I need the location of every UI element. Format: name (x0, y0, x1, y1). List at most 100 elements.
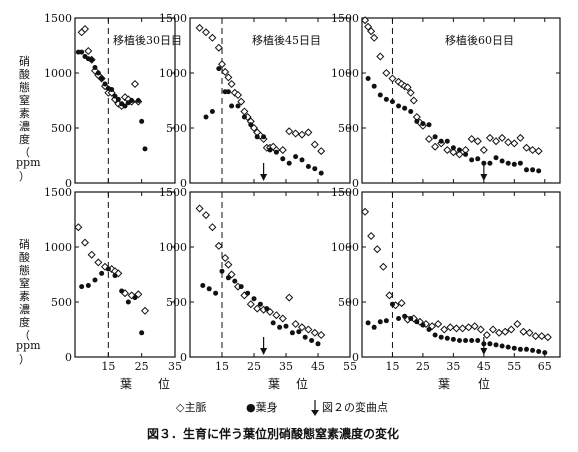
data-point-midrib (488, 325, 497, 334)
x-axis-label-char-2: 位 (158, 376, 170, 391)
data-point-blade (132, 295, 138, 301)
y-axis-label-char: 度 (19, 315, 30, 329)
y-axis-label-char: （ (19, 146, 30, 159)
data-point-blade (261, 134, 267, 140)
data-point-blade (365, 320, 371, 326)
plot-frame (74, 191, 176, 358)
data-point-midrib (127, 291, 136, 300)
inflection-arrow-head (480, 174, 488, 181)
data-point-blade (99, 76, 105, 81)
data-point-midrib (361, 207, 370, 216)
y-tick-label: 0 (352, 177, 359, 190)
data-point-blade (408, 316, 414, 321)
data-point-blade (517, 160, 523, 166)
data-point-midrib (201, 211, 211, 220)
data-point-blade (318, 170, 324, 176)
data-point-midrib (224, 260, 233, 269)
panel-top-left: 0 500 1000 1500 移植後30日目 (44, 12, 182, 190)
data-point-blade (92, 65, 98, 70)
y-tick-label: 0 (65, 351, 72, 364)
data-point-midrib (507, 325, 516, 334)
data-point-midrib (297, 323, 307, 332)
y-tick-label: 0 (352, 351, 359, 364)
data-point-blade (206, 286, 212, 292)
y-axis-label-char: 窒 (19, 93, 30, 107)
data-point-midrib (246, 300, 255, 309)
y-tick-label: 1000 (159, 241, 187, 254)
data-point-blade (302, 334, 308, 340)
y-tick-label: 1000 (44, 67, 72, 80)
data-point-blade (92, 277, 98, 283)
data-point-blade (444, 138, 450, 144)
x-tick-label: 65 (538, 360, 552, 373)
data-point-midrib (230, 88, 239, 97)
data-point-midrib (394, 77, 403, 86)
data-point-blade (139, 330, 145, 336)
data-point-midrib (130, 79, 140, 89)
data-point-midrib (485, 133, 494, 142)
data-point-midrib (291, 319, 300, 329)
y-axis-label-char: 酸 (19, 250, 30, 264)
data-point-blade (95, 70, 101, 76)
data-point-blade (289, 330, 295, 336)
data-point-blade (365, 76, 371, 81)
data-point-midrib (495, 328, 504, 337)
data-point-blade (119, 288, 125, 294)
panel-bottom-middle: 0 500 1000 1500 15 25 35 45 55 (159, 186, 357, 373)
data-point-blade (277, 324, 283, 330)
y-axis-label-char: 窒 (19, 276, 30, 290)
data-point-blade (213, 290, 219, 296)
data-point-blade (129, 98, 135, 103)
data-point-blade (315, 341, 321, 347)
data-point-blade (456, 338, 462, 343)
panel-top-right: 0 500 1000 1500 移植後60日目 (331, 12, 561, 190)
data-point-midrib (525, 328, 534, 337)
data-point-blade (499, 158, 505, 164)
data-point-midrib (214, 241, 223, 250)
data-point-blade (299, 157, 305, 163)
data-point-midrib (516, 133, 525, 142)
y-tick-label: 500 (51, 122, 72, 135)
data-point-midrib (221, 67, 230, 76)
data-point-blade (225, 89, 231, 95)
data-point-blade (251, 296, 257, 302)
inflection-arrow-head (260, 174, 268, 181)
data-point-blade (426, 122, 432, 128)
data-point-blade (383, 96, 389, 102)
data-point-blade (125, 299, 131, 305)
data-point-midrib (504, 138, 513, 147)
data-point-blade (408, 109, 414, 114)
data-point-blade (463, 338, 469, 343)
plot-frame (74, 17, 176, 184)
y-tick-label: 1500 (44, 12, 72, 25)
x-tick-label: 25 (416, 360, 430, 373)
y-axis-label-top: 硝酸態窒素濃度（ppm） (16, 55, 41, 183)
data-point-blade (105, 266, 111, 272)
data-point-blade (371, 324, 377, 330)
data-point-blade (475, 338, 481, 343)
x-axis-label-char-4: 位 (296, 376, 308, 391)
y-tick-label: 500 (51, 296, 72, 309)
data-point-blade (389, 99, 395, 105)
x-tick-label: 45 (477, 360, 491, 373)
data-point-blade (241, 114, 247, 120)
data-point-blade (122, 103, 128, 109)
data-point-midrib (528, 145, 537, 155)
data-point-blade (456, 147, 462, 153)
data-point-midrib (370, 33, 379, 42)
data-point-midrib (425, 134, 434, 144)
data-point-blade (109, 87, 115, 92)
data-point-blade (216, 66, 222, 72)
y-tick-label: 500 (166, 296, 187, 309)
data-point-midrib (304, 325, 313, 334)
y-axis-label-char: 態 (19, 263, 30, 277)
data-point-midrib (195, 204, 204, 213)
x-tick-label: 15 (385, 360, 399, 373)
data-point-midrib (237, 97, 246, 106)
data-point-midrib (227, 270, 236, 279)
plot-frame (361, 191, 561, 358)
data-point-blade (511, 161, 517, 167)
y-axis-label-char: ） (19, 170, 30, 183)
data-point-blade (102, 81, 108, 87)
